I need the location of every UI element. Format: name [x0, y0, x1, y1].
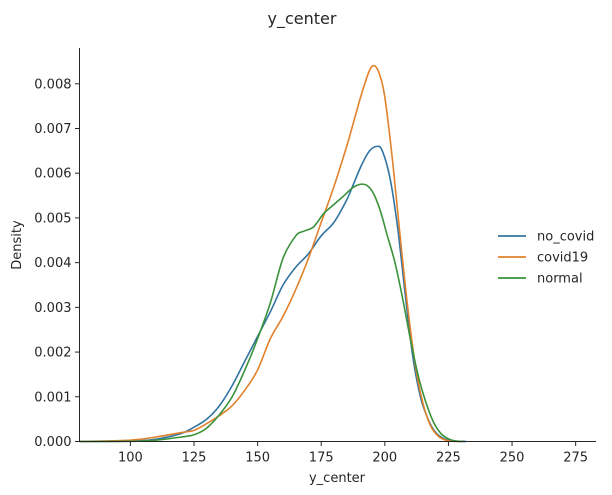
y-tick-label: 0.006 [34, 167, 71, 182]
y-tick-label: 0.004 [34, 256, 71, 271]
x-tick-label: 275 [563, 451, 588, 466]
legend-label: normal [537, 272, 583, 287]
x-tick-label: 200 [372, 451, 397, 466]
y-axis-label: Density [10, 220, 25, 270]
x-tick-label: 125 [182, 451, 207, 466]
y-tick-label: 0.001 [34, 390, 71, 405]
y-tick-label: 0.005 [34, 211, 71, 226]
y-tick-label: 0.008 [34, 77, 71, 92]
y-ticks: 0.000 0.001 0.002 0.003 0.004 0.005 0.006 0.007… [34, 77, 80, 450]
legend-item-normal: normal [498, 272, 583, 287]
chart-title: y_center [268, 9, 337, 29]
legend: no_covid covid19 normal [498, 230, 594, 287]
legend-item-covid19: covid19 [498, 251, 588, 266]
series-line-normal [79, 183, 464, 443]
x-tick-label: 250 [500, 451, 525, 466]
legend-label: covid19 [537, 251, 588, 266]
x-tick-label: 100 [118, 451, 143, 466]
y-tick-label: 0.007 [34, 122, 71, 137]
plot-area [79, 64, 467, 443]
y-tick-label: 0.000 [34, 435, 71, 450]
y-tick-label: 0.003 [34, 301, 71, 316]
y-tick-label: 0.002 [34, 346, 71, 361]
x-tick-label: 225 [436, 451, 461, 466]
legend-item-no_covid: no_covid [498, 230, 594, 245]
x-tick-label: 150 [245, 451, 270, 466]
x-tick-label: 175 [309, 451, 334, 466]
x-axis-label: y_center [309, 471, 366, 486]
legend-label: no_covid [537, 230, 594, 245]
x-ticks: 100 125 150 175 200 225 250 275 [118, 441, 588, 466]
series-line-covid19 [79, 64, 462, 443]
